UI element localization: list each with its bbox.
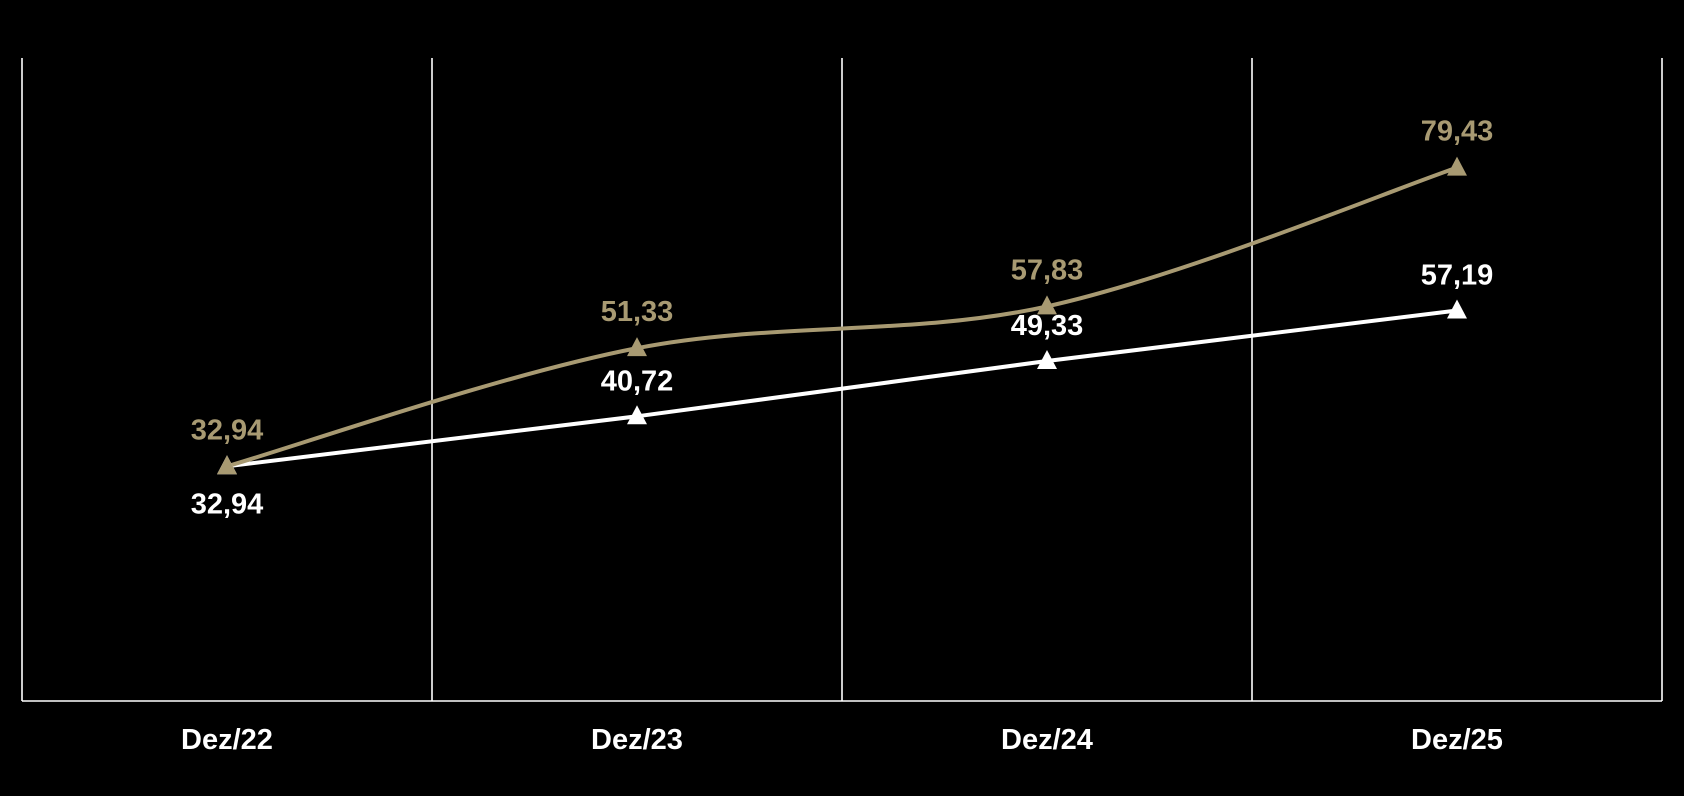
data-label-gold-2: 51,33 [601,296,674,328]
data-labels: 32,94 51,33 57,83 79,43 32,94 40,72 49,33 57,19 [191,116,1494,521]
series-line-gold [225,165,1459,469]
x-tick-label: Dez/22 [181,724,273,756]
data-label-white-2: 40,72 [601,365,674,397]
data-label-gold-3: 57,83 [1011,254,1084,286]
data-label-white-1: 32,94 [191,488,264,520]
marker-gold-1 [217,455,237,475]
x-tick-label: Dez/24 [1001,724,1093,756]
data-label-white-3: 49,33 [1011,310,1084,342]
marker-white-2 [627,405,647,425]
x-axis-tick-labels: Dez/22 Dez/23 Dez/24 Dez/25 [181,724,1503,756]
data-markers [217,156,1467,475]
series-lines [225,165,1459,469]
x-tick-label: Dez/25 [1411,724,1503,756]
marker-gold-2 [627,337,647,357]
marker-white-4 [1447,299,1467,319]
marker-white-3 [1037,350,1057,370]
data-label-white-4: 57,19 [1421,260,1494,292]
marker-gold-4 [1447,156,1467,176]
x-tick-label: Dez/23 [591,724,683,756]
data-label-gold-4: 79,43 [1421,116,1494,148]
series-line-white [225,308,1459,469]
grid [21,58,1663,702]
data-label-gold-1: 32,94 [191,414,264,446]
marker-gold-3 [1037,295,1057,315]
